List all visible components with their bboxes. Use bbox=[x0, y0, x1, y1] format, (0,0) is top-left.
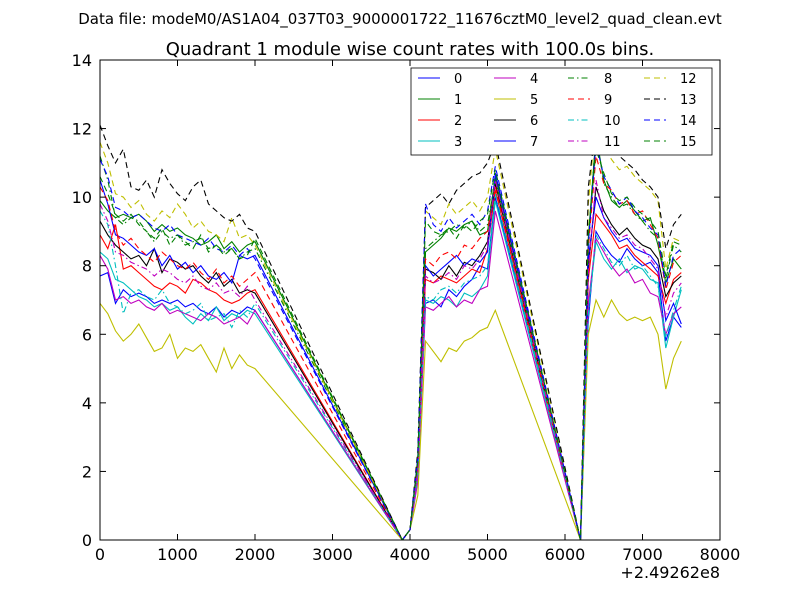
series-line-12 bbox=[100, 118, 682, 540]
legend-label-1: 1 bbox=[454, 93, 462, 108]
legend-label-15: 15 bbox=[680, 135, 697, 150]
x-offset-label: +2.49262e8 bbox=[620, 563, 720, 582]
ticks-layer: 0 1000 2000 3000 4000 5000 6000 7000 80000246810… bbox=[72, 51, 741, 564]
legend-label-10: 10 bbox=[604, 114, 621, 129]
x-tick-label: 1000 bbox=[157, 545, 198, 564]
legend-label-4: 4 bbox=[530, 72, 538, 87]
legend-label-14: 14 bbox=[680, 114, 697, 129]
series-line-15 bbox=[100, 148, 682, 540]
y-tick-label: 10 bbox=[72, 188, 92, 207]
legend-label-3: 3 bbox=[454, 135, 462, 150]
legend-label-9: 9 bbox=[604, 93, 612, 108]
x-tick-label: 4000 bbox=[390, 545, 431, 564]
y-tick-label: 6 bbox=[82, 325, 92, 344]
series-line-10 bbox=[100, 193, 682, 540]
x-tick-label: 6000 bbox=[545, 545, 586, 564]
x-tick-label: 2000 bbox=[235, 545, 276, 564]
figure-suptitle: Data file: modeM0/AS1A04_037T03_90000017… bbox=[78, 10, 722, 29]
y-tick-label: 0 bbox=[82, 531, 92, 550]
y-tick-label: 14 bbox=[72, 51, 92, 70]
series-layer bbox=[100, 118, 682, 540]
y-tick-label: 12 bbox=[72, 120, 92, 139]
x-tick-label: 8000 bbox=[700, 545, 741, 564]
x-tick-label: 7000 bbox=[622, 545, 663, 564]
series-line-14 bbox=[100, 142, 682, 540]
legend-label-7: 7 bbox=[530, 135, 538, 150]
legend-box bbox=[410, 67, 713, 156]
chart-title: Quadrant 1 module wise count rates with … bbox=[166, 39, 655, 60]
x-tick-label: 3000 bbox=[312, 545, 353, 564]
legend-label-13: 13 bbox=[680, 93, 697, 108]
y-tick-label: 2 bbox=[82, 462, 92, 481]
legend-label-2: 2 bbox=[454, 114, 462, 129]
x-tick-label: 5000 bbox=[467, 545, 508, 564]
x-tick-label: 0 bbox=[95, 545, 105, 564]
series-line-5 bbox=[100, 298, 682, 540]
y-tick-label: 8 bbox=[82, 257, 92, 276]
legend-label-11: 11 bbox=[604, 135, 621, 150]
legend-label-12: 12 bbox=[680, 72, 697, 87]
legend-label-5: 5 bbox=[530, 93, 538, 108]
y-tick-label: 4 bbox=[82, 394, 92, 413]
legend-label-6: 6 bbox=[530, 114, 538, 129]
legend-label-0: 0 bbox=[454, 72, 462, 87]
legend-label-8: 8 bbox=[604, 72, 612, 87]
